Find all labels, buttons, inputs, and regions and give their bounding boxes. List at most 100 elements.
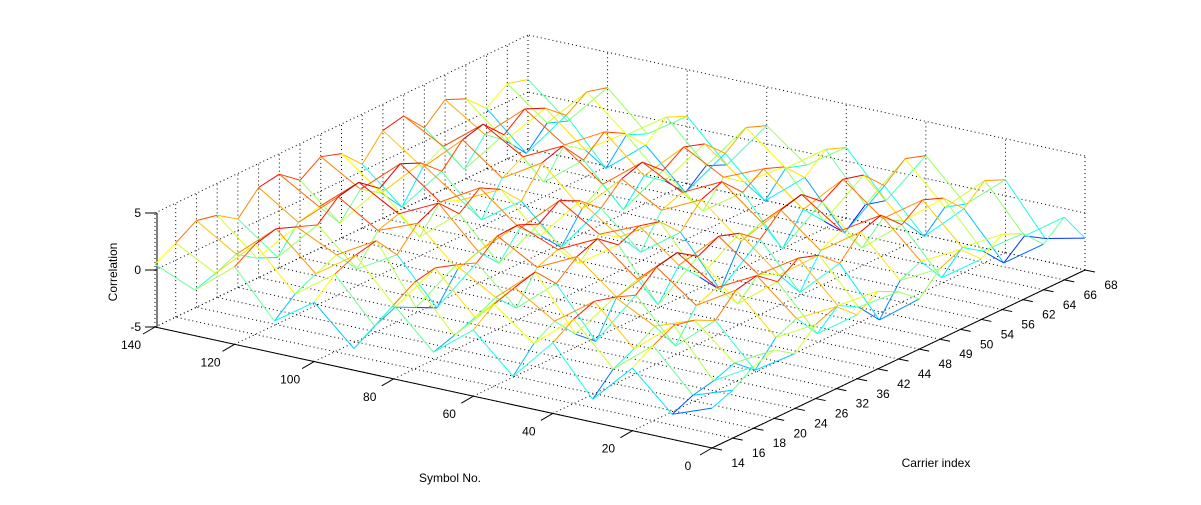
mesh-edge bbox=[666, 117, 706, 166]
mesh-edge bbox=[461, 200, 482, 220]
mesh-edge bbox=[1024, 217, 1064, 236]
x-tick-label: 140 bbox=[121, 338, 141, 352]
mesh-edge bbox=[362, 130, 383, 164]
mesh-edge bbox=[297, 227, 337, 255]
side-wall-grid-line bbox=[528, 149, 1085, 270]
mesh-edge bbox=[378, 214, 399, 231]
mesh-edge bbox=[717, 287, 738, 303]
axes bbox=[143, 213, 1095, 455]
mesh-edge bbox=[513, 343, 553, 377]
mesh-edge bbox=[217, 215, 257, 258]
mesh-edge bbox=[414, 282, 454, 335]
mesh-edge bbox=[725, 153, 765, 200]
mesh-edge bbox=[722, 182, 743, 193]
floor-grid-line bbox=[507, 159, 1064, 280]
y-tick-label: 26 bbox=[835, 407, 849, 421]
x-tick-label: 20 bbox=[602, 442, 616, 456]
mesh-edge bbox=[800, 251, 821, 293]
mesh-edge bbox=[774, 350, 795, 354]
mesh-edge bbox=[556, 257, 577, 284]
mesh-edge bbox=[784, 167, 805, 178]
mesh-edge bbox=[442, 171, 482, 220]
mesh-edge bbox=[535, 272, 556, 284]
mesh-edge bbox=[1005, 180, 1045, 239]
mesh-edge bbox=[862, 225, 902, 248]
mesh-edge bbox=[259, 174, 280, 187]
y-tick-label: 48 bbox=[939, 357, 953, 371]
x-tick-label: 0 bbox=[685, 459, 692, 473]
mesh-edge bbox=[563, 146, 584, 160]
mesh-edge bbox=[526, 123, 547, 153]
mesh-edge bbox=[655, 326, 676, 346]
mesh-edge bbox=[698, 236, 719, 256]
mesh-edge bbox=[719, 236, 759, 274]
mesh-edge bbox=[1004, 236, 1025, 263]
mesh-edge bbox=[884, 186, 924, 237]
mesh-edge bbox=[985, 181, 1025, 236]
mesh-edge bbox=[316, 255, 337, 274]
mesh-edge bbox=[317, 225, 357, 269]
x-axis-label: Symbol No. bbox=[419, 471, 481, 485]
mesh-edge bbox=[321, 157, 361, 190]
y-tick-mark bbox=[774, 418, 784, 420]
mesh-edge bbox=[300, 157, 321, 181]
mesh-edge bbox=[846, 147, 886, 200]
mesh-edge bbox=[798, 258, 838, 305]
mesh-edge bbox=[342, 154, 363, 165]
mesh-edge bbox=[596, 295, 636, 341]
mesh-edge bbox=[507, 84, 547, 123]
mesh-edge bbox=[805, 149, 826, 177]
mesh-edge bbox=[381, 193, 402, 207]
y-tick-label: 66 bbox=[1084, 288, 1098, 302]
mesh-edge bbox=[337, 241, 377, 255]
mesh-edge bbox=[736, 290, 776, 337]
y-tick-label: 42 bbox=[897, 377, 911, 391]
mesh-edge bbox=[608, 88, 648, 134]
z-axis-label: Correlation bbox=[106, 243, 120, 302]
mesh-edge bbox=[700, 233, 740, 277]
mesh-edge bbox=[884, 159, 905, 186]
x-tick-label: 80 bbox=[363, 390, 377, 404]
mesh-edge bbox=[1064, 217, 1085, 238]
mesh-edge bbox=[238, 187, 259, 219]
mesh-edge bbox=[767, 126, 807, 165]
y-tick-label: 16 bbox=[752, 446, 766, 460]
mesh-edge bbox=[763, 169, 803, 210]
x-tick-mark bbox=[541, 413, 553, 420]
mesh-edge bbox=[507, 79, 528, 83]
z-tick-label: 5 bbox=[134, 206, 141, 220]
mesh-edge bbox=[625, 133, 646, 145]
y-tick-mark bbox=[981, 319, 991, 321]
x-tick-mark bbox=[620, 431, 632, 438]
mesh-edge bbox=[443, 124, 483, 146]
y-tick-label: 64 bbox=[1063, 298, 1077, 312]
mesh-edge bbox=[279, 174, 319, 207]
mesh-edge bbox=[473, 304, 494, 330]
mesh-edge bbox=[437, 263, 477, 308]
mesh-edge bbox=[404, 116, 444, 146]
mesh-edge bbox=[575, 334, 596, 341]
x-tick-label: 40 bbox=[522, 424, 536, 438]
mesh-edge bbox=[155, 264, 195, 290]
mesh-edge bbox=[506, 108, 546, 140]
mesh-edge bbox=[383, 130, 423, 167]
x-tick-mark bbox=[461, 396, 473, 403]
mesh-edge bbox=[905, 156, 926, 159]
mesh-edge bbox=[584, 132, 605, 160]
mesh-edge bbox=[376, 241, 416, 308]
floor-grid-line bbox=[196, 307, 753, 428]
mesh-edge bbox=[238, 219, 278, 257]
mesh-edge bbox=[235, 267, 275, 321]
y-tick-mark bbox=[712, 448, 722, 450]
mesh-edge bbox=[696, 287, 717, 305]
x-axis-line bbox=[155, 327, 712, 448]
mesh-edge bbox=[862, 219, 883, 248]
y-tick-mark bbox=[899, 359, 909, 361]
mesh-edge bbox=[663, 147, 684, 171]
mesh-edge bbox=[518, 224, 539, 225]
y-tick-label: 36 bbox=[876, 387, 890, 401]
mesh-edge bbox=[660, 222, 700, 277]
y-tick-mark bbox=[1023, 300, 1033, 302]
y-tick-label: 44 bbox=[918, 367, 932, 381]
